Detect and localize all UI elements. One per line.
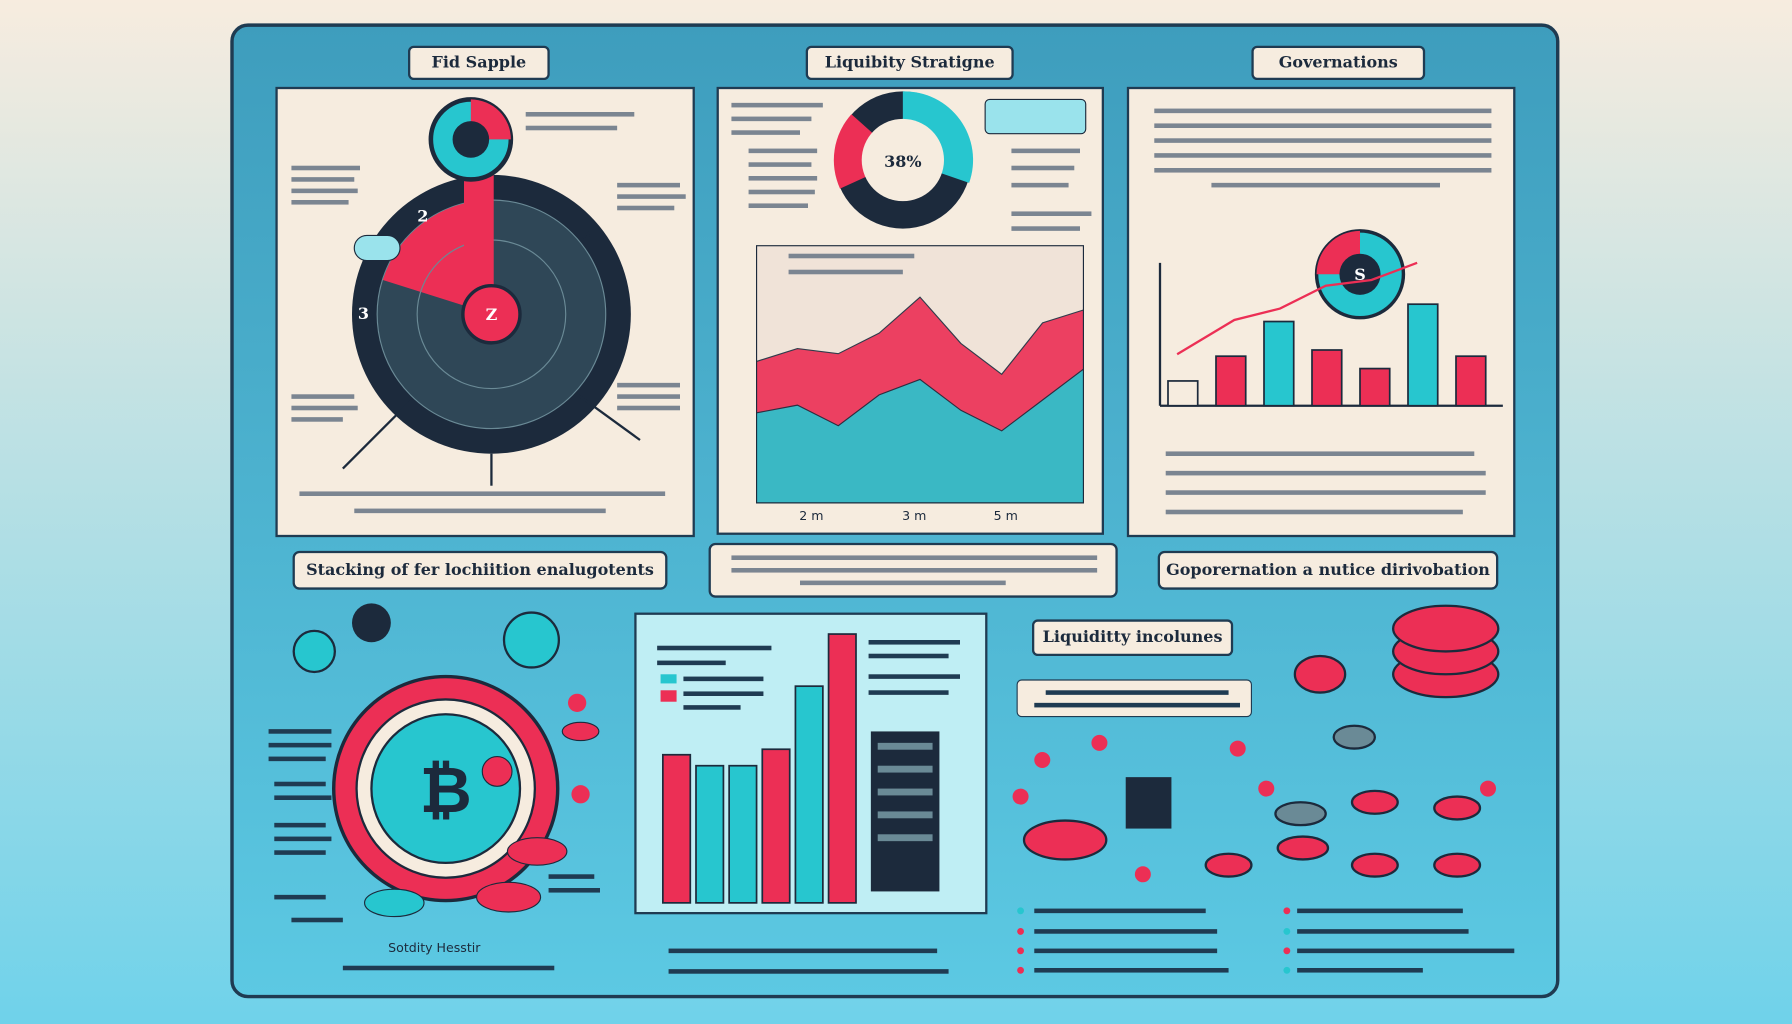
device-icon — [1125, 777, 1172, 829]
legend-swatch — [660, 674, 677, 684]
bar-chart — [1167, 303, 1487, 407]
bar — [728, 764, 758, 904]
dots — [1012, 734, 1496, 883]
text-placeholder — [1154, 108, 1492, 515]
marker: 3 — [358, 304, 369, 323]
bar — [695, 764, 725, 904]
title-box — [1032, 619, 1234, 656]
donut — [1314, 229, 1406, 320]
marker: 2 — [417, 207, 428, 226]
center-label: ₿ — [420, 754, 472, 828]
x-tick-label: 2 m — [799, 508, 823, 523]
donut-label: 38% — [884, 152, 921, 171]
section-title: Goporernation a nutice dirivobation — [1166, 560, 1490, 579]
section-title: Liquiditty incolunes — [1043, 627, 1223, 646]
text-placeholder — [657, 640, 960, 974]
radial-diagram — [342, 97, 641, 486]
coins — [1022, 604, 1500, 878]
text-placeholder — [1034, 908, 1515, 973]
text-placeholder — [268, 729, 600, 971]
bar — [1263, 320, 1295, 407]
area — [756, 367, 1084, 504]
staking-ring — [292, 603, 600, 918]
donut-label: S — [1354, 265, 1366, 284]
marker: 3 — [580, 224, 591, 243]
center-label: Z — [486, 305, 498, 324]
bullets — [1017, 907, 1291, 974]
title-box — [805, 45, 1014, 80]
note-box — [1016, 679, 1252, 718]
panel-title: Liquibity Stratigne — [825, 52, 995, 71]
bar — [1359, 367, 1391, 407]
text-placeholder — [291, 112, 686, 514]
text-placeholder — [1034, 690, 1240, 708]
caption: Sotdity Hesstir — [388, 940, 481, 955]
legend-swatch — [660, 690, 677, 702]
title-box — [1157, 550, 1499, 590]
bar-chart — [662, 633, 857, 904]
bar — [827, 633, 857, 904]
bar — [794, 685, 824, 904]
bar — [1215, 355, 1247, 407]
panel-title: Governations — [1279, 52, 1398, 71]
panel — [1126, 86, 1516, 538]
bar — [1455, 355, 1487, 407]
bar — [761, 748, 791, 904]
text-placeholder — [731, 102, 1092, 275]
title-box — [292, 550, 668, 590]
area-chart — [756, 296, 1084, 504]
title-box — [408, 45, 550, 80]
x-tick-label: 5 m — [994, 508, 1018, 523]
bar — [1311, 349, 1343, 407]
bar — [1407, 303, 1439, 407]
panel-title: Fid Sapple — [431, 52, 526, 71]
title-box — [1251, 45, 1426, 80]
x-tick-label: 3 m — [902, 508, 926, 523]
section-title: Stacking of fer lochiition enalugotents — [306, 560, 654, 579]
text-placeholder — [731, 555, 1098, 586]
server-icon — [870, 731, 940, 892]
bar — [1167, 380, 1199, 407]
bar — [662, 753, 692, 904]
trend-line — [1176, 261, 1418, 356]
